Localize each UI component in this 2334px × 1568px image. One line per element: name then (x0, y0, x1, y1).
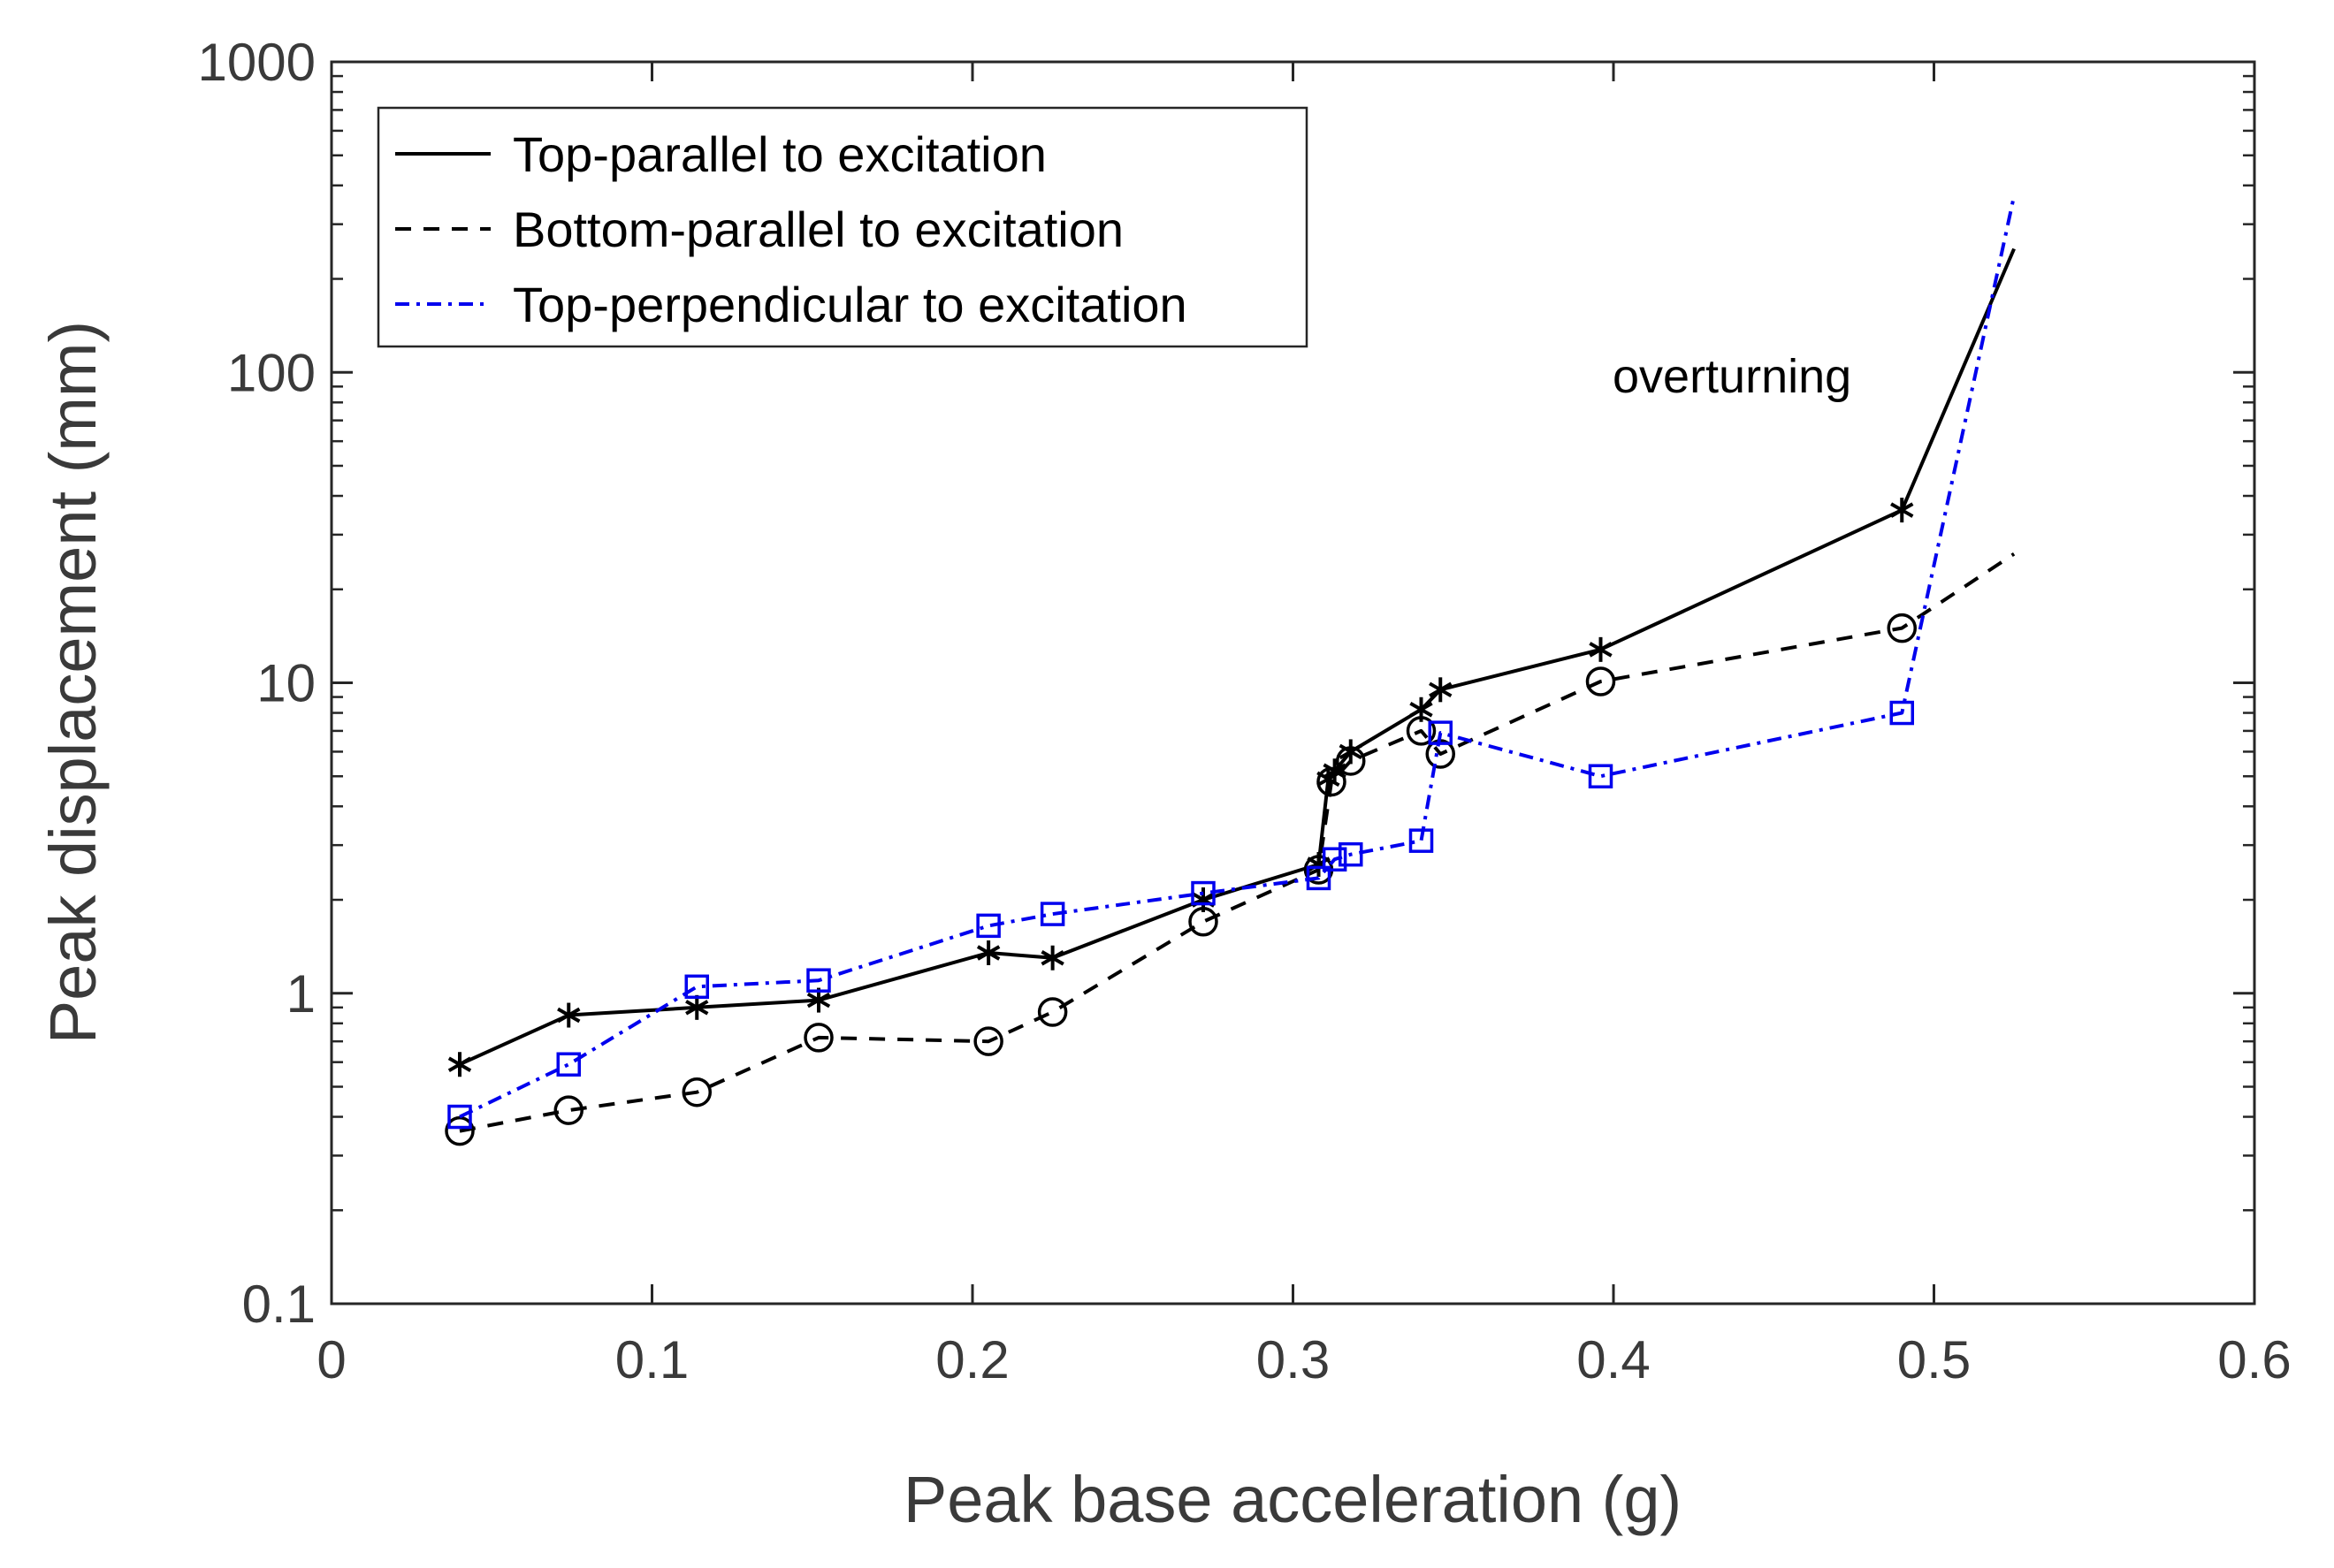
y-tick-label: 1000 (198, 33, 316, 92)
data-point-square (1428, 720, 1453, 745)
data-point-asterisk (557, 1002, 581, 1028)
data-point-square (1588, 764, 1613, 788)
x-tick-label: 0.3 (1256, 1330, 1330, 1389)
asterisk-stroke (1429, 681, 1453, 698)
asterisk-stroke (806, 992, 831, 1009)
asterisk-stroke (1041, 949, 1064, 966)
x-tick-label: 0.4 (1576, 1330, 1650, 1389)
y-axis-title: Peak displacement (mm) (36, 321, 110, 1044)
data-point-asterisk (1589, 636, 1613, 662)
data-point-circle (1037, 997, 1068, 1027)
legend-label-top-perpendicular: Top-perpendicular to excitation (513, 277, 1187, 332)
legend-label-bottom-parallel: Bottom-parallel to excitation (513, 202, 1124, 257)
data-point-circle (1585, 666, 1616, 696)
x-axis-ticks: 0 0.1 0.2 0.3 0.4 0.5 0.6 (317, 62, 2292, 1389)
data-point-circle (682, 1077, 712, 1107)
x-tick-label: 0.6 (2217, 1330, 2291, 1389)
y-axis-ticks: 0.1 1 10 100 1000 (198, 33, 2254, 1334)
data-point-square (684, 974, 709, 1000)
data-point-square (556, 1052, 581, 1077)
data-point-circle (973, 1026, 1003, 1056)
data-point-asterisk (976, 940, 1001, 965)
data-point-asterisk (1429, 677, 1453, 703)
data-point-asterisk (1890, 498, 1914, 523)
x-tick-label: 0 (317, 1330, 346, 1389)
data-point-square (1191, 880, 1216, 906)
series-0 (447, 247, 2016, 1077)
asterisk-stroke (976, 945, 1001, 961)
asterisk-stroke (557, 1007, 581, 1024)
series-line (459, 552, 2016, 1133)
data-point-circle (1887, 613, 1917, 643)
legend: Top-parallel to excitation Bottom-parall… (377, 106, 1308, 348)
x-tick-label: 0.2 (935, 1330, 1009, 1389)
overturning-annotation: overturning (1613, 350, 1851, 403)
asterisk-stroke (1339, 743, 1362, 760)
asterisk-stroke (447, 1056, 472, 1072)
asterisk-stroke (1323, 763, 1346, 779)
y-tick-label: 100 (227, 343, 316, 402)
series-line (459, 247, 2016, 1067)
x-tick-label: 0.5 (1897, 1330, 1971, 1389)
series-2 (447, 195, 2017, 1130)
y-tick-label: 0.1 (242, 1275, 316, 1334)
plot-frame (330, 60, 2256, 1305)
series-1 (445, 552, 2016, 1146)
data-point-square (1322, 847, 1347, 872)
asterisk-stroke (685, 1000, 709, 1016)
x-tick-label: 0.1 (615, 1330, 689, 1389)
data-point-square (1408, 828, 1434, 853)
data-point-square (1889, 700, 1914, 726)
data-point-circle (1406, 716, 1437, 746)
data-point-circle (1336, 746, 1366, 776)
data-point-square (976, 913, 1001, 939)
data-point-circle (1188, 907, 1218, 937)
y-tick-label: 1 (286, 964, 316, 1024)
legend-label-top-parallel: Top-parallel to excitation (513, 126, 1047, 182)
data-point-asterisk (447, 1052, 472, 1077)
x-axis-title: Peak base acceleration (g) (904, 1463, 1682, 1536)
data-point-circle (445, 1115, 475, 1146)
series-layer (445, 195, 2017, 1146)
asterisk-stroke (1890, 502, 1914, 518)
series-line (459, 195, 2017, 1119)
data-point-square (447, 1104, 472, 1130)
legend-box (377, 106, 1308, 348)
data-point-asterisk (1041, 945, 1064, 970)
asterisk-stroke (1589, 642, 1613, 658)
data-point-square (806, 968, 831, 993)
data-point-circle (804, 1023, 834, 1053)
data-point-square (1306, 865, 1331, 891)
data-point-circle (1316, 766, 1346, 797)
asterisk-stroke (1409, 702, 1433, 718)
data-point-square (1040, 902, 1065, 926)
data-point-asterisk (685, 994, 709, 1020)
y-tick-label: 10 (256, 654, 316, 713)
data-point-square (1339, 841, 1363, 867)
data-point-circle (553, 1095, 584, 1125)
